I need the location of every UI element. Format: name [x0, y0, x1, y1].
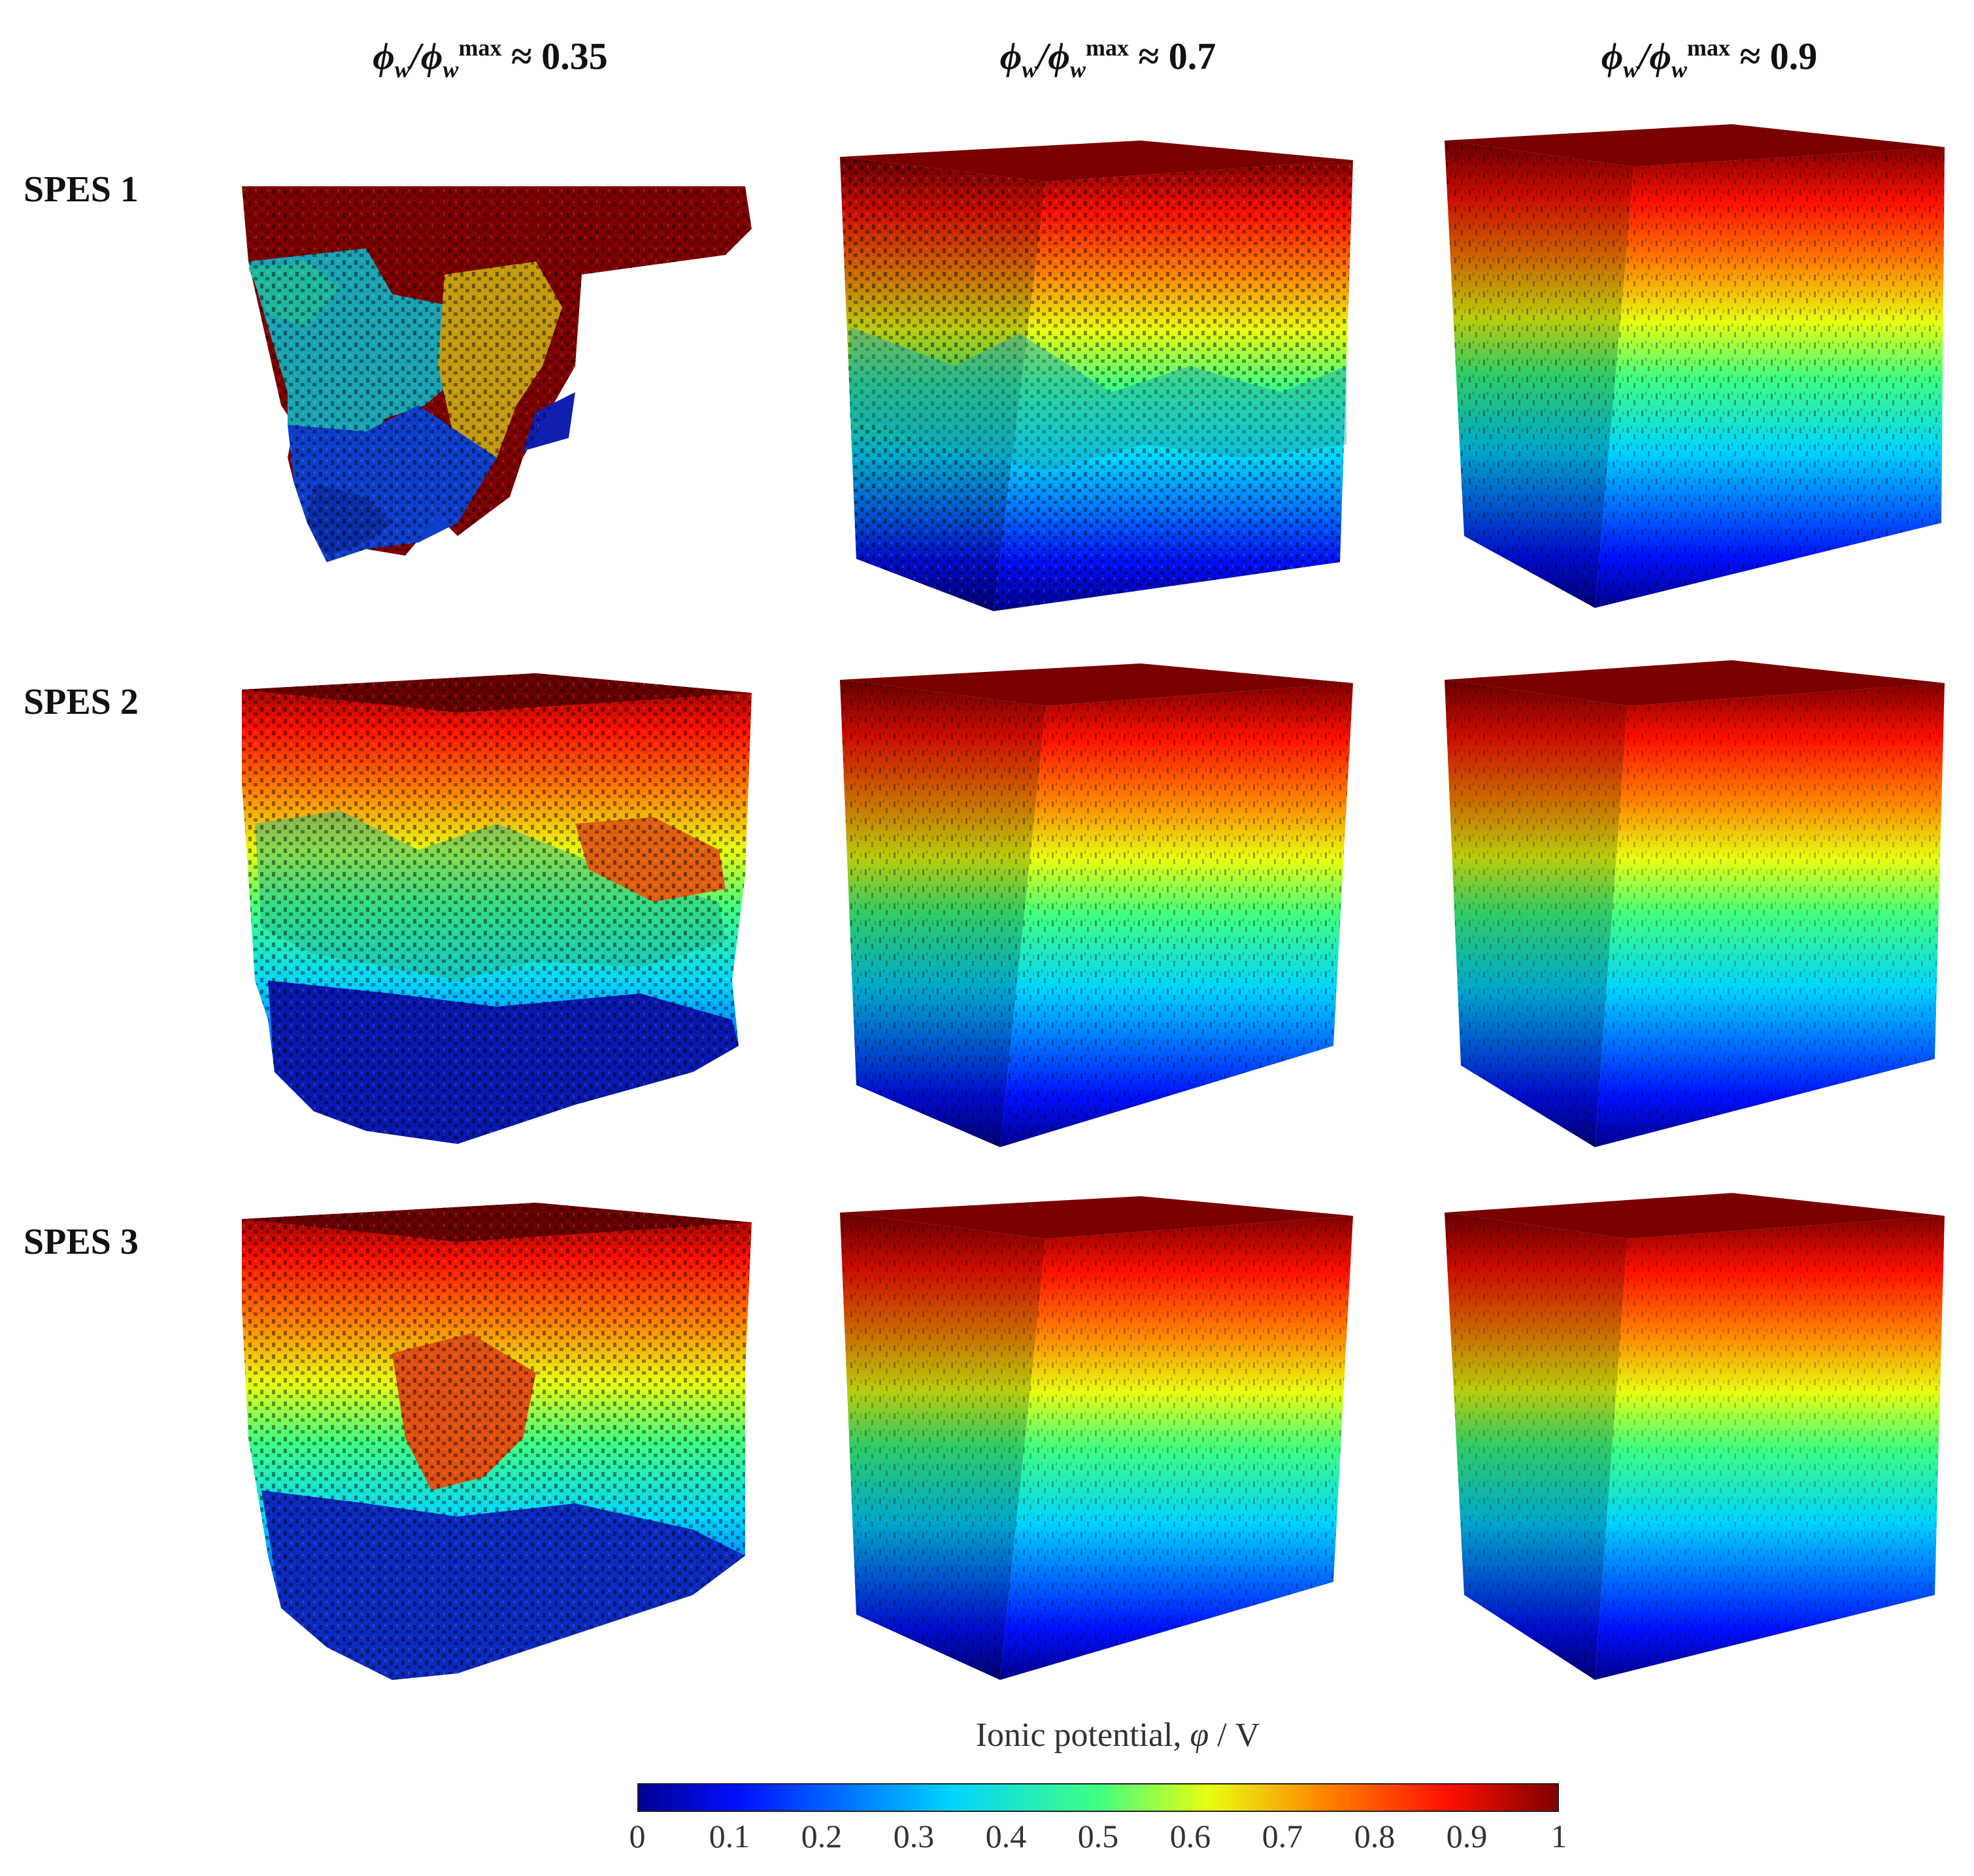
colorbar-tick-label: 0.1 — [709, 1818, 750, 1854]
cube-spes2-035 — [242, 673, 752, 1144]
cube-spes1-035 — [242, 186, 752, 562]
colorbar-title: Ionic potential, φ / V — [975, 1717, 1260, 1754]
column-header-2: ϕw/ϕwmax ≈ 0.7 — [999, 35, 1216, 82]
cube-spes1-09 — [1445, 124, 1945, 608]
colorbar-tick-label: 0.8 — [1354, 1818, 1396, 1854]
column-header-3: ϕw/ϕwmax ≈ 0.9 — [1601, 35, 1818, 82]
column-header-1: ϕw/ϕwmax ≈ 0.35 — [373, 35, 608, 82]
row-label-spes-1: SPES 1 — [24, 169, 139, 210]
cube-spes2-07 — [840, 663, 1353, 1147]
colorbar-tick-label: 0.3 — [893, 1818, 935, 1854]
row-label-spes-2: SPES 2 — [24, 682, 139, 722]
cube-grid — [242, 124, 1945, 1680]
cube-spes3-09 — [1445, 1193, 1945, 1680]
colorbar-tick-label: 0.4 — [985, 1818, 1027, 1854]
colorbar-tick-label: 0.7 — [1262, 1818, 1303, 1854]
cube-spes1-07 — [840, 141, 1353, 611]
colorbar-tick-label: 0.5 — [1077, 1818, 1119, 1854]
colorbar-tick-label: 0.6 — [1169, 1818, 1211, 1854]
colorbar — [637, 1783, 1559, 1812]
row-label-spes-3: SPES 3 — [24, 1222, 139, 1262]
colorbar-tick-label: 0.9 — [1446, 1818, 1488, 1854]
colorbar-tick-label: 0.2 — [801, 1818, 843, 1854]
cube-spes3-07 — [840, 1196, 1353, 1680]
cube-spes2-09 — [1445, 660, 1945, 1147]
cube-spes3-035 — [242, 1203, 752, 1680]
colorbar-tick-label: 1 — [1550, 1818, 1567, 1854]
colorbar-tick-label: 0 — [629, 1818, 646, 1854]
